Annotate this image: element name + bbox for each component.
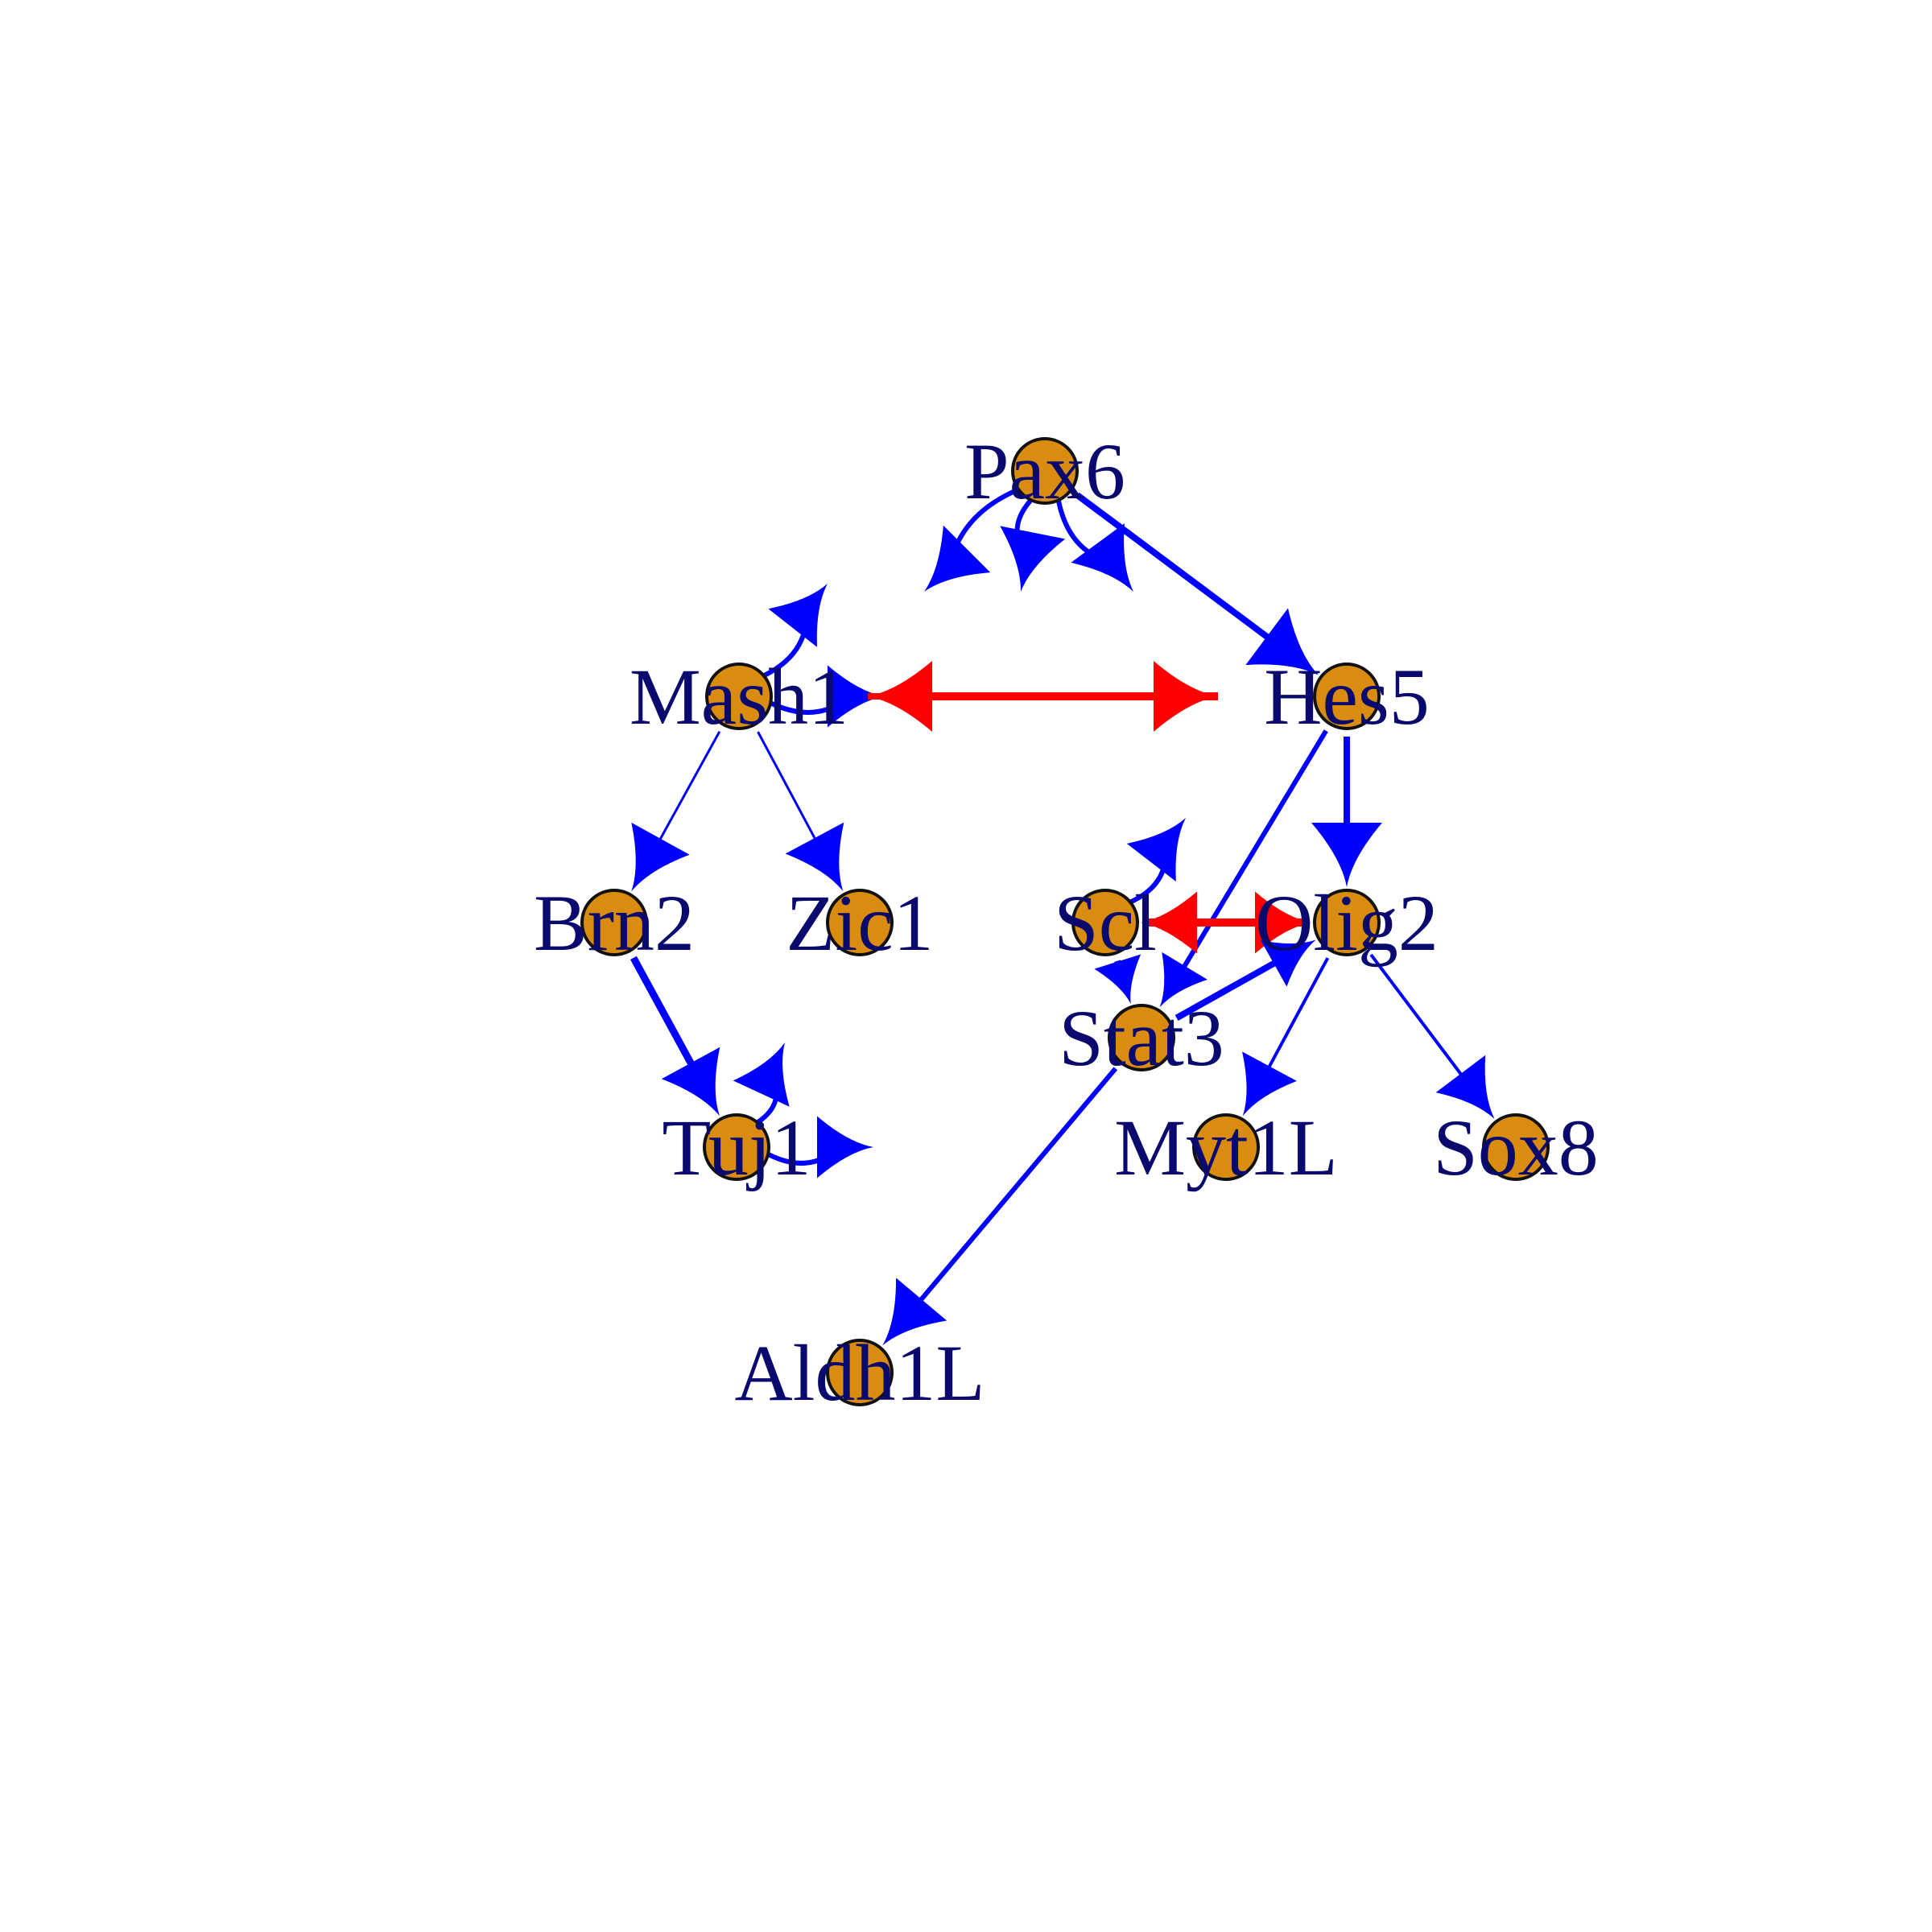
node-label-mash1: Mash1	[630, 652, 848, 741]
edge-scl-scl-arrowhead	[1126, 818, 1186, 881]
node-sox8	[1482, 1113, 1550, 1181]
edge-tuj1-tuj1-arrowhead	[817, 1116, 873, 1179]
edge-stat3-aldh1l-arrowhead	[882, 1278, 947, 1346]
edge-brn2-tuj1-line	[630, 956, 703, 1081]
edge-tuj1-tuj1	[733, 1042, 873, 1179]
edge-pax6-pax6	[924, 482, 1133, 592]
edge-mash1-brn2-arrowhead	[631, 822, 690, 892]
node-olig2	[1313, 889, 1381, 956]
edge-brn2-tuj1-arrowhead	[661, 1046, 720, 1117]
edge-pax6-hes5	[1075, 492, 1319, 675]
edge-stat3-olig2-line	[1174, 953, 1288, 1022]
edge-olig2-sox8	[1369, 953, 1495, 1119]
edge-mash1-brn2	[631, 731, 721, 892]
node-label-sox8: Sox8	[1433, 1103, 1599, 1192]
edge-hes5-stat3	[1159, 729, 1328, 1008]
node-label-scl: Scl	[1054, 878, 1157, 968]
edge-pax6-pax6-arrowhead	[924, 525, 991, 592]
node-label-olig2: Olig2	[1255, 878, 1439, 968]
node-label-zic1: Zic1	[786, 878, 933, 968]
nodes-layer	[580, 437, 1550, 1406]
edge-mash1-brn2-line	[650, 731, 721, 856]
node-label-brn2: Brn2	[534, 878, 695, 968]
edge-scl-stat3	[1094, 954, 1141, 1005]
node-zic1	[826, 889, 894, 956]
edge-mash1-zic1-arrowhead	[785, 822, 844, 892]
node-label-stat3: Stat3	[1059, 993, 1224, 1083]
edge-olig2-scl	[1141, 891, 1307, 954]
edge-olig2-myt1l-line	[1260, 957, 1330, 1083]
node-label-pax6: Pax6	[964, 427, 1125, 516]
edge-stat3-olig2-arrowhead	[1261, 939, 1316, 987]
node-stat3	[1108, 1004, 1175, 1071]
node-mash1	[705, 663, 773, 730]
edge-stat3-olig2	[1174, 939, 1316, 1022]
edge-olig2-myt1l	[1242, 957, 1330, 1117]
node-tuj1	[703, 1113, 770, 1181]
node-scl	[1071, 889, 1139, 956]
edge-pax6-pax6-arrowhead	[1000, 526, 1066, 592]
edge-stat3-aldh1l-line	[907, 1067, 1118, 1315]
edge-mash1-hes5	[868, 661, 1218, 732]
edge-stat3-aldh1l	[882, 1067, 1118, 1346]
edge-mash1-mash1-arrowhead	[828, 665, 884, 728]
node-pax6	[1011, 437, 1079, 505]
labels-layer: Pax6 Mash1 Hes5 Brn2 Zic1 Scl Olig2 Stat3 Tuj1 My…	[534, 427, 1599, 1418]
edge-olig2-scl-arrowhead	[1141, 891, 1197, 954]
edge-mash1-zic1	[757, 731, 844, 892]
node-aldh1l	[826, 1339, 894, 1406]
edge-scl-stat3-arrowhead	[1094, 954, 1141, 1005]
edge-pax6-pax6-arrowhead	[1071, 523, 1133, 592]
edge-olig2-sox8-line	[1369, 953, 1472, 1088]
node-label-hes5: Hes5	[1264, 652, 1430, 741]
edge-hes5-stat3-arrowhead	[1159, 952, 1208, 1008]
edge-hes5-olig2	[1311, 737, 1382, 887]
edge-mash1-mash1-arrowhead	[768, 584, 828, 647]
edges-layer	[630, 482, 1495, 1346]
edge-mash1-hes5-arrowhead	[1154, 661, 1218, 732]
edge-hes5-stat3-line	[1174, 729, 1328, 980]
edge-olig2-sox8-arrowhead	[1435, 1055, 1495, 1119]
node-myt1l	[1192, 1113, 1260, 1181]
node-label-myt1l: Myt1L	[1114, 1103, 1338, 1192]
edge-pax6-hes5-line	[1075, 492, 1285, 651]
node-hes5	[1313, 663, 1381, 730]
node-brn2	[580, 889, 648, 956]
edge-mash1-zic1-line	[757, 731, 824, 855]
edge-brn2-tuj1	[630, 956, 720, 1117]
edge-pax6-hes5-arrowhead	[1245, 608, 1319, 675]
node-label-aldh1l: Aldh1L	[734, 1328, 985, 1418]
edge-tuj1-tuj1-arrowhead	[733, 1042, 790, 1107]
node-label-tuj1: Tuj1	[662, 1103, 811, 1192]
edge-olig2-myt1l-arrowhead	[1242, 1051, 1297, 1117]
edge-hes5-olig2-arrowhead	[1311, 823, 1382, 887]
